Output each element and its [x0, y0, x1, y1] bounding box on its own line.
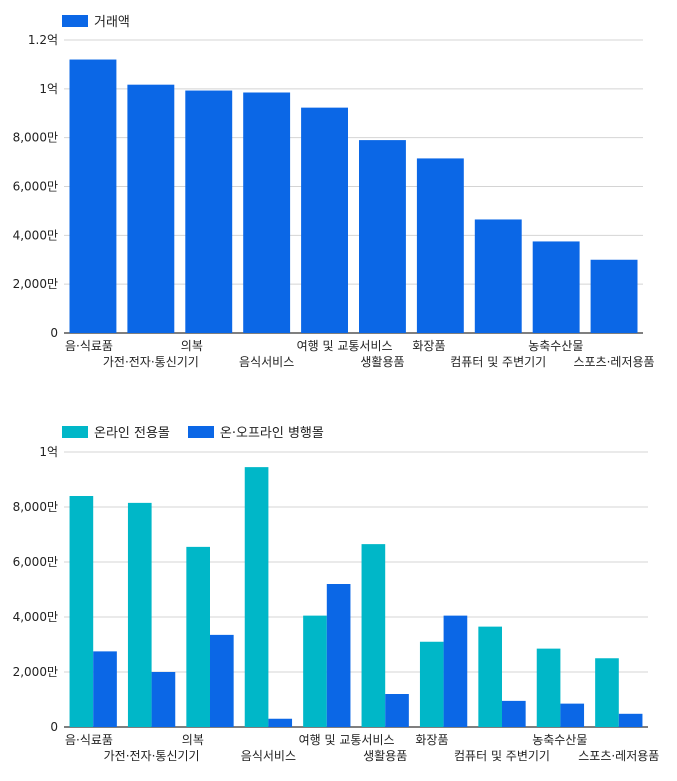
bar[interactable]: 음·식료품 · 온·오프라인 병행몰: 27500000	[93, 651, 117, 727]
y-tick-label: 6,000만	[13, 555, 58, 569]
x-tick-label: 음·식료품	[65, 339, 113, 353]
x-tick-label: 컴퓨터 및 주변기기	[450, 355, 546, 369]
bar[interactable]: 생활용품 · 거래액: 79000000	[359, 140, 406, 333]
y-tick-label: 6,000만	[13, 180, 58, 194]
x-tick-label: 농축수산물	[532, 733, 587, 747]
y-tick-label: 2,000만	[13, 277, 58, 291]
x-tick-label: 음식서비스	[239, 355, 294, 369]
bar[interactable]: 농축수산물 · 거래액: 37500000	[532, 241, 580, 333]
x-tick-label: 생활용품	[363, 749, 407, 763]
y-tick-label: 4,000만	[13, 610, 58, 624]
bar[interactable]: 가전·전자·통신기기 · 온·오프라인 병행몰: 20000000	[151, 672, 176, 727]
bar[interactable]: 화장품 · 거래액: 71500000	[416, 158, 464, 333]
bar[interactable]: 음식서비스 · 거래액: 98500000	[243, 92, 291, 333]
y-tick-label: 2,000만	[13, 665, 58, 679]
x-tick-label: 생활용품	[360, 355, 404, 369]
chart-mall-type: 온라인 전용몰 온·오프라인 병행몰 0 2,000만 4,000만 6,000만 8,…	[0, 410, 677, 781]
legend-label: 온·오프라인 병행몰	[219, 426, 324, 441]
y-tick-label: 8,000만	[13, 131, 58, 145]
legend-swatch	[62, 14, 88, 27]
x-tick-label: 음식서비스	[241, 749, 296, 763]
legend-item[interactable]: 온라인 전용몰	[62, 422, 170, 441]
bar[interactable]: 생활용품 · 온라인 전용몰: 66500000	[361, 544, 386, 727]
legend-item[interactable]: 거래액	[62, 11, 130, 30]
bar[interactable]: 의복 · 온·오프라인 병행몰: 33500000	[210, 634, 234, 727]
x-tick-label: 여행 및 교통서비스	[297, 338, 393, 353]
legend-swatch	[187, 425, 214, 438]
x-tick-label: 화장품	[412, 339, 445, 353]
x-tick-label: 컴퓨터 및 주변기기	[454, 749, 550, 763]
y-tick-label: 0	[50, 720, 58, 734]
bar[interactable]: 스포츠·레저용품 · 온라인 전용몰: 25000000	[595, 658, 619, 727]
y-tick-label: 8,000만	[13, 500, 58, 514]
bar[interactable]: 음·식료품 · 거래액: 112000000	[69, 59, 117, 334]
y-tick-label: 1억	[39, 82, 58, 96]
bar[interactable]: 음식서비스 · 온·오프라인 병행몰: 3000000	[268, 718, 293, 727]
y-tick-label: 0	[50, 326, 58, 340]
bar[interactable]: 가전·전자·통신기기 · 거래액: 101700000	[127, 84, 175, 334]
x-tick-label: 여행 및 교통서비스	[299, 732, 395, 747]
bar[interactable]: 스포츠·레저용품 · 거래액: 30000000	[590, 259, 638, 333]
bar[interactable]: 스포츠·레저용품 · 온·오프라인 병행몰: 4800000	[618, 713, 643, 727]
y-tick-label: 1억	[39, 445, 58, 459]
bar[interactable]: 의복 · 거래액: 99300000	[185, 90, 233, 333]
x-tick-label: 화장품	[415, 733, 448, 747]
bar[interactable]: 농축수산물 · 온·오프라인 병행몰: 8500000	[560, 703, 585, 727]
bar[interactable]: 여행 및 교통서비스 · 온·오프라인 병행몰: 52000000	[326, 584, 351, 727]
bar[interactable]: 여행 및 교통서비스 · 온라인 전용몰: 40500000	[303, 615, 327, 727]
bar[interactable]: 의복 · 온라인 전용몰: 65500000	[186, 546, 210, 727]
x-tick-label: 가전·전자·통신기기	[103, 355, 199, 369]
chart-plot: 0 2,000만 4,000만 6,000만 8,000만 1억 1.2억음·식료품 · 거…	[13, 33, 655, 369]
legend-swatch	[62, 425, 88, 438]
x-tick-label: 의복	[181, 339, 203, 353]
y-tick-label: 4,000만	[13, 228, 58, 242]
bar[interactable]: 음·식료품 · 온라인 전용몰: 84000000	[69, 496, 94, 727]
bar[interactable]: 컴퓨터 및 주변기기 · 온라인 전용몰: 36500000	[478, 626, 502, 727]
legend-item[interactable]: 온·오프라인 병행몰	[187, 422, 324, 441]
legend: 온라인 전용몰 온·오프라인 병행몰	[62, 422, 342, 441]
bar[interactable]: 화장품 · 온·오프라인 병행몰: 40500000	[443, 615, 468, 727]
bar[interactable]: 생활용품 · 온·오프라인 병행몰: 12000000	[385, 694, 409, 727]
chart-plot: 0 2,000만 4,000만 6,000만 8,000만 1억음·식료품 · 온라인 전…	[13, 445, 660, 763]
bar[interactable]: 컴퓨터 및 주변기기 · 온·오프라인 병행몰: 9500000	[502, 700, 526, 727]
bar[interactable]: 컴퓨터 및 주변기기 · 거래액: 46500000	[474, 219, 522, 333]
bar[interactable]: 여행 및 교통서비스 · 거래액: 92300000	[301, 107, 348, 334]
x-tick-label: 스포츠·레저용품	[578, 749, 659, 763]
bar[interactable]: 음식서비스 · 온라인 전용몰: 94500000	[244, 467, 269, 727]
bar[interactable]: 가전·전자·통신기기 · 온라인 전용몰: 81500000	[127, 502, 152, 727]
x-tick-label: 의복	[182, 733, 204, 747]
x-tick-label: 음·식료품	[65, 733, 113, 747]
legend-label: 온라인 전용몰	[94, 426, 170, 441]
x-tick-label: 가전·전자·통신기기	[104, 749, 200, 763]
legend-label: 거래액	[94, 15, 130, 30]
bar[interactable]: 화장품 · 온라인 전용몰: 31000000	[419, 641, 444, 727]
x-tick-label: 농축수산물	[528, 339, 583, 353]
legend: 거래액	[62, 11, 148, 30]
bar[interactable]: 농축수산물 · 온라인 전용몰: 28500000	[536, 648, 561, 727]
x-tick-label: 스포츠·레저용품	[573, 355, 654, 369]
y-tick-label: 1.2억	[28, 33, 58, 47]
